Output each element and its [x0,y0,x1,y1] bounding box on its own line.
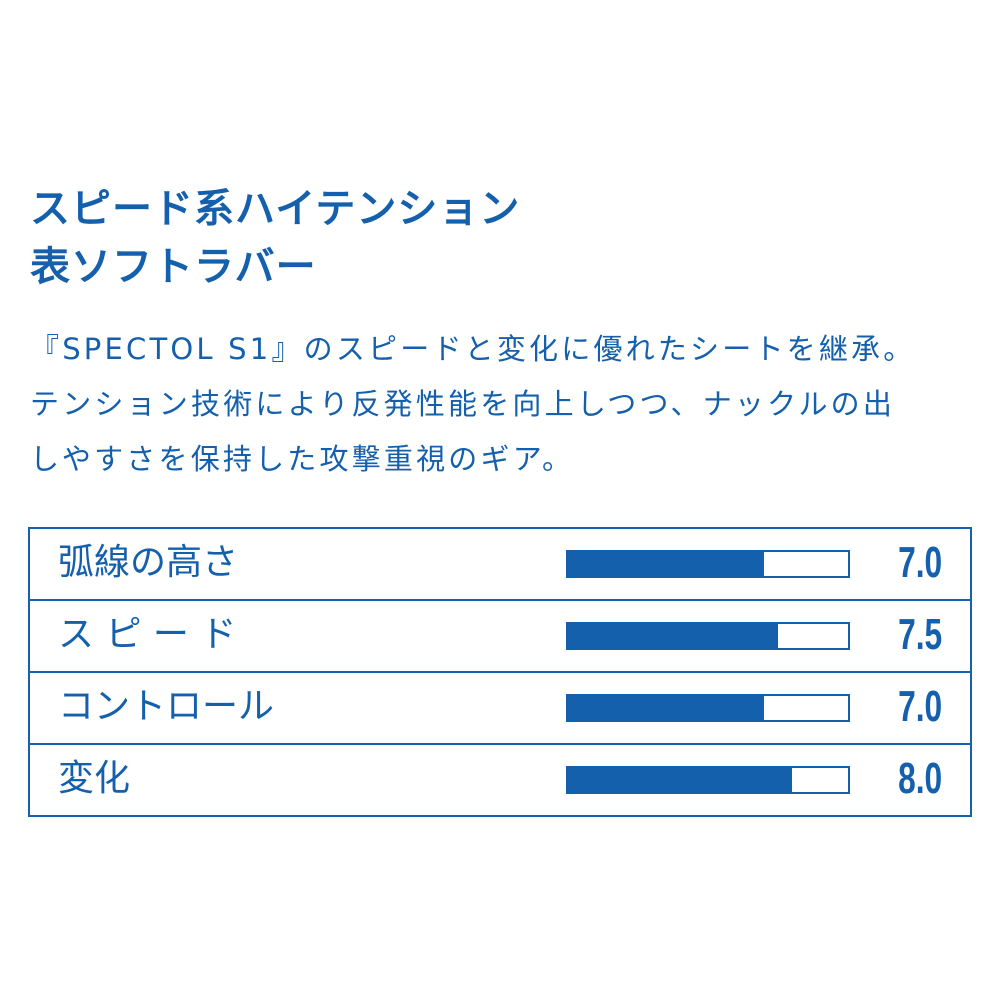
spec-rating-bar [566,766,850,794]
spec-row-control: コントロール 7.0 [30,673,970,745]
spec-row-speed: ス ピ ー ド 7.5 [30,601,970,673]
spec-value: 8.0 [897,754,942,803]
spec-rating-bar [566,694,850,722]
description-line-2: テンション技術により反発性能を向上しつつ、ナックルの出 [30,387,896,421]
title-line-2: 表ソフトラバー [30,244,317,290]
spec-rating-fill [568,552,764,576]
spec-label: コントロール [58,686,275,727]
spec-label: ス ピ ー ド [58,614,237,655]
spec-value: 7.0 [897,682,942,731]
title-line-1: スピード系ハイテンション [30,186,521,232]
spec-rating-bar [566,550,850,578]
spec-value: 7.5 [897,610,942,659]
spec-rating-fill [568,624,778,648]
spec-table: 弧線の高さ 7.0 ス ピ ー ド 7.5 コントロール 7.0 変化 8.0 [28,527,972,817]
product-description: 『SPECTOL S1』のスピードと変化に優れたシートを継承。 テンション技術に… [30,322,980,487]
spec-row-arc-height: 弧線の高さ 7.0 [30,529,970,601]
spec-label: 弧線の高さ [58,542,239,583]
spec-rating-fill [568,768,792,792]
spec-rating-bar [566,622,850,650]
description-line-1: 『SPECTOL S1』のスピードと変化に優れたシートを継承。 [30,332,916,366]
product-title: スピード系ハイテンション 表ソフトラバー [30,180,970,296]
spec-value: 7.0 [897,538,942,587]
spec-rating-fill [568,696,764,720]
description-line-3: しやすさを保持した攻撃重視のギア。 [30,442,575,476]
spec-label: 変化 [58,758,131,799]
spec-row-variation: 変化 8.0 [30,745,970,817]
